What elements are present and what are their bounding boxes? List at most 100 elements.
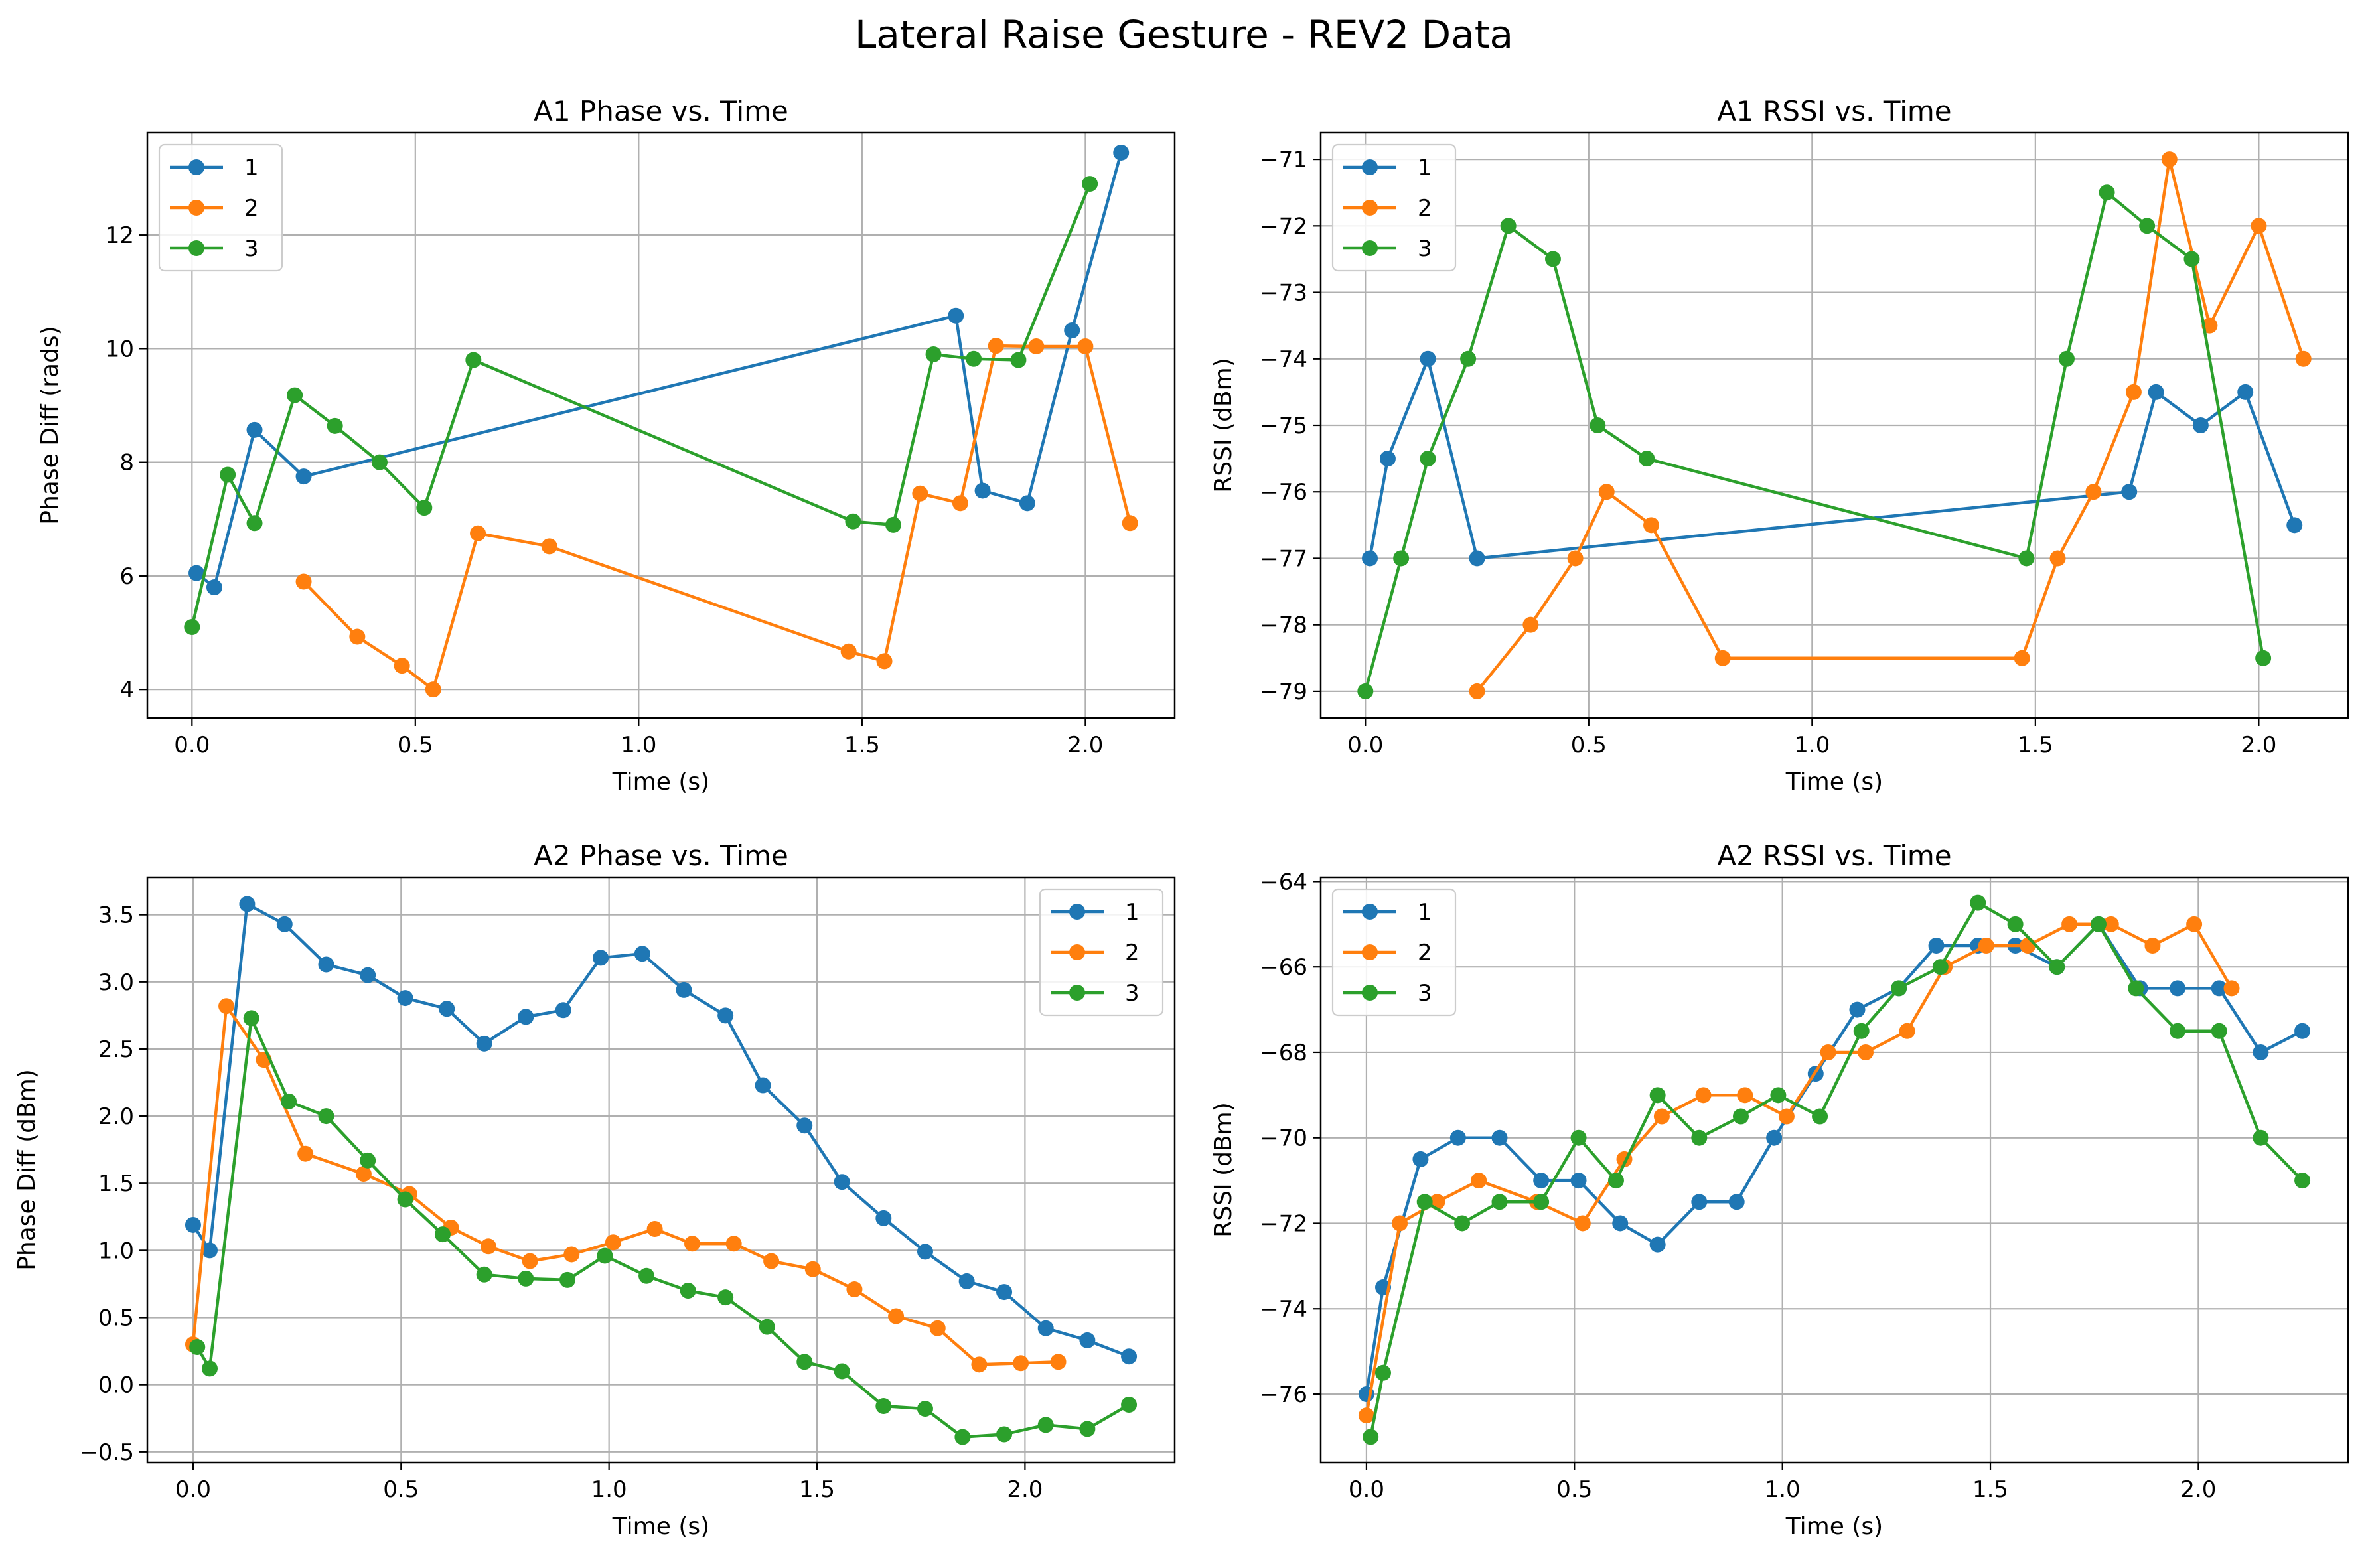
data-point [1932,959,1949,975]
legend-label: 3 [1418,236,1432,262]
data-point [966,350,982,367]
data-point [1858,1044,1874,1060]
data-point [220,466,236,483]
data-point [1469,550,1485,567]
series-1 [1362,350,2303,567]
x-tick-label: 0.5 [398,732,433,758]
data-point [1113,144,1130,161]
ticks: 0.0 0.5 1.0 1.5 2.0 −0.5 0.0 0.5 1.0 1.5 2.0 2.5 3.0… [79,902,1043,1503]
data-point [318,1108,334,1125]
y-tick-label: 2.0 [98,1104,134,1130]
data-point [2253,1044,2269,1060]
data-point [327,417,343,434]
data-point [360,967,376,983]
legend-label: 1 [1418,155,1432,181]
data-point [394,658,410,674]
legend-marker [1362,200,1378,216]
series-layer [1357,151,2312,699]
legend-entry: 1 [1051,899,1140,926]
data-point [2018,550,2035,567]
y-tick-label: −71 [1260,147,1307,173]
data-point [2099,184,2115,201]
data-point [1533,1194,1550,1210]
data-point [184,618,200,635]
legend-marker [1362,944,1378,960]
y-tick-label: −64 [1260,869,1307,895]
data-point [593,950,609,966]
data-point [2186,916,2203,932]
data-point [846,1281,863,1298]
series-3 [1363,894,2311,1445]
data-point [958,1273,975,1289]
axes-frame [146,876,1176,1464]
x-tick-label: 1.5 [799,1476,835,1503]
data-point [202,1242,218,1259]
data-point [425,681,441,698]
data-point [1037,1417,1054,1433]
x-tick-label: 0.0 [1347,732,1383,758]
y-tick-label: 6 [119,563,134,590]
data-point [2121,484,2138,500]
data-point [1079,1332,1096,1348]
data-point [1491,1129,1508,1146]
data-point [1970,894,1986,911]
ticks: 0.0 0.5 1.0 1.5 2.0 −76 −74 −72 −70 −68 −66 −64 [1260,869,2216,1503]
series-3 [184,176,1098,635]
legend: 1 2 3 [1331,888,1457,1017]
data-point [834,1363,850,1380]
data-point [885,516,901,533]
series-layer [185,896,1138,1445]
data-point [974,482,991,499]
data-point [1050,1354,1067,1370]
legend-marker [188,159,204,175]
legend-label: 1 [1418,899,1432,926]
data-point [1121,1348,1138,1365]
legend-label: 2 [1125,940,1140,966]
data-point [1416,1194,1433,1210]
legend-label: 1 [244,155,259,181]
data-point [1393,550,1410,567]
legend-entry: 3 [1051,980,1140,1007]
data-point [888,1308,905,1324]
x-axis-label: Time (s) [1785,768,1883,796]
y-tick-label: 10 [106,336,134,362]
data-point [1737,1087,1753,1104]
data-point [954,1429,971,1445]
data-point [2085,484,2102,500]
data-point [465,352,482,368]
y-tick-label: −77 [1260,545,1307,572]
y-tick-label: 1.0 [98,1238,134,1264]
series-3 [1357,184,2272,699]
data-point [2211,980,2227,997]
series-line [1475,157,2305,693]
data-point [796,1117,813,1134]
legend-marker [1069,985,1085,1001]
data-point [1544,251,1561,267]
data-point [912,485,928,502]
legend-entry: 2 [1343,940,1432,966]
data-point [1471,1173,1487,1189]
data-point [646,1221,663,1238]
data-point [925,346,942,362]
x-tick-label: 2.0 [2180,1476,2216,1503]
data-point [1649,1236,1666,1253]
y-axis-label: Phase Diff (dBm) [13,1069,40,1271]
data-point [522,1253,538,1269]
data-point [2103,916,2119,932]
grid [1321,877,2348,1462]
data-point [276,916,293,932]
x-tick-label: 0.0 [174,732,210,758]
data-point [2139,218,2156,234]
data-point [1612,1215,1629,1232]
data-point [246,515,263,532]
y-tick-label: −66 [1260,954,1307,981]
data-point [676,981,692,998]
data-point [876,653,893,670]
data-point [1714,650,1731,666]
data-point [2128,980,2144,997]
series-1 [185,896,1138,1365]
axes-frame [146,131,1176,719]
data-point [638,1267,655,1284]
data-point [559,1271,575,1288]
data-point [2049,959,2065,975]
